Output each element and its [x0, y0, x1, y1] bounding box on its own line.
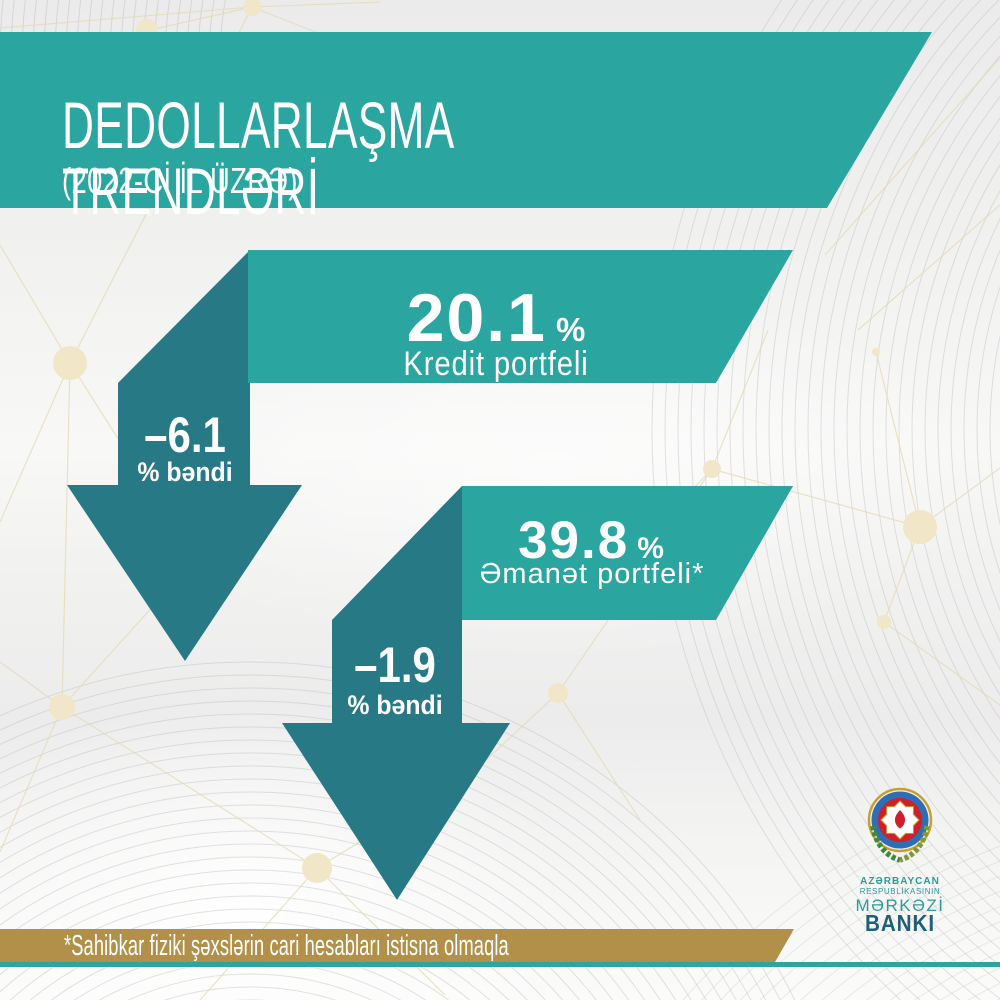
central-bank-emblem-icon: [867, 787, 933, 863]
contour-lines-right: [651, 0, 1000, 1000]
down-arrow-deposit: [282, 486, 510, 900]
deposit-change-unit: % bəndi: [347, 690, 443, 720]
ribbon-credit: [248, 250, 793, 383]
logo-org-name-line2: RESPUBLİKASININ: [859, 887, 941, 896]
logo-org-name-line3: MƏRKƏZİ: [855, 896, 945, 915]
credit-value-unit: %: [556, 311, 586, 348]
footnote-band: [0, 929, 794, 962]
deposit-value-number: 39.8: [518, 511, 630, 570]
logo-org-name-line4: BANKI: [864, 910, 936, 936]
credit-change-value: –6.1: [144, 407, 226, 463]
deposit-label: Əmanət portfeli*: [479, 558, 705, 590]
header-banner: [0, 32, 932, 208]
logo-org-name-line1: AZƏRBAYCAN: [860, 876, 940, 887]
footnote-text: *Sahibkar fiziki şəxslərin cari hesablar…: [64, 930, 509, 962]
credit-value-number: 20.1: [406, 280, 547, 356]
deposit-value-unit: %: [637, 532, 664, 565]
down-arrow-credit: [67, 250, 302, 661]
credit-value: 20.1%: [296, 284, 696, 352]
credit-label: Kredit portfeli: [403, 345, 589, 383]
deposit-change-value: –1.9: [354, 637, 436, 693]
credit-change-unit: % bəndi: [137, 457, 233, 487]
ribbon-deposit: [462, 486, 793, 620]
page-subtitle: (2022-Cİ İL ÜZRƏ): [62, 160, 298, 201]
page-title: DEDOLLARLAŞMA TRENDLƏRİ: [62, 88, 453, 228]
deposit-value: 39.8%: [391, 514, 791, 567]
teal-rule: [0, 962, 1000, 967]
